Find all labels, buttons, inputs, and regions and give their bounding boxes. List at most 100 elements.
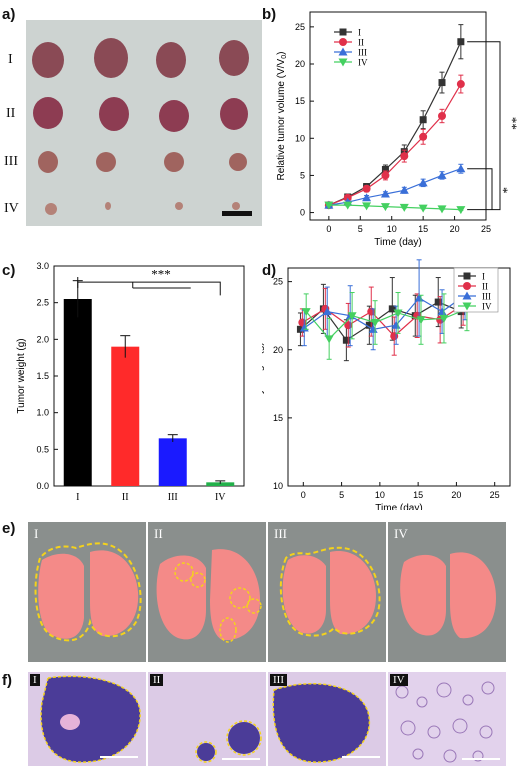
tumors-row-4 [45, 202, 240, 215]
significance-label: *** [151, 266, 171, 281]
legend-marker [338, 47, 348, 56]
scale-bar [100, 756, 138, 758]
tumor [156, 42, 186, 78]
data-point [399, 203, 409, 212]
x-tick-label: 5 [339, 490, 344, 500]
series-line [328, 204, 461, 211]
y-tick-label: 1.5 [36, 371, 49, 381]
bracket [467, 41, 501, 211]
data-point [347, 312, 357, 321]
lung-shape [450, 552, 496, 639]
legend-marker [462, 302, 472, 311]
nodule-outline [190, 572, 206, 588]
x-axis-label: Time (day) [375, 503, 422, 510]
panel-label-f: f) [2, 672, 12, 689]
y-axis-label-sub: 0 [281, 55, 288, 59]
data-point [362, 202, 372, 211]
legend-marker [463, 272, 471, 280]
data-point [380, 189, 390, 198]
bar [111, 346, 140, 486]
chart-tumor-volume: 0 5 10 15 20 25 0 5 10 15 20 25 Time (day) Relative t… [276, 11, 520, 248]
legend-marker [339, 38, 347, 46]
nodule-outline [229, 587, 251, 609]
lung-tile-2: II [148, 522, 266, 662]
lung-shape [282, 555, 326, 634]
y-tick-label: 20 [295, 59, 305, 69]
y-axis-label: Body weight (g) [262, 342, 265, 411]
histology-label-3: III [270, 674, 287, 686]
bracket [77, 277, 221, 296]
data-point [324, 201, 334, 210]
x-tick-label: 25 [490, 490, 500, 500]
data-point [400, 152, 409, 161]
lung-shape [156, 555, 206, 640]
tumor [164, 152, 184, 172]
y-tick-label: 1.0 [36, 408, 49, 418]
histology-image-4 [388, 672, 506, 766]
lung-shape [90, 550, 139, 637]
nodule [228, 722, 260, 754]
lung-shape [210, 549, 260, 641]
histology-image-1 [28, 672, 146, 766]
data-point [434, 298, 442, 306]
tumor-outline [279, 546, 381, 637]
histology-tile-4: IV [388, 672, 506, 766]
x-axis-label: Time (day) [374, 237, 421, 248]
data-point [324, 335, 334, 344]
data-point [418, 178, 428, 187]
data-point [393, 309, 403, 318]
row-label-2: II [6, 106, 16, 121]
x-tick-label: 20 [450, 224, 460, 234]
x-tick-label: 0 [301, 490, 306, 500]
x-tick-label: I [76, 492, 79, 503]
y-axis-label-close: ) [276, 52, 287, 55]
series-line [328, 83, 462, 206]
tumor [96, 152, 116, 172]
tumor-region [41, 676, 141, 763]
data-point [419, 116, 427, 124]
tumor-photo: I [26, 20, 262, 226]
series-III [299, 259, 470, 351]
y-tick-label: 15 [295, 96, 305, 106]
significance-label: ** [505, 117, 520, 130]
y-tick-label: 0 [300, 208, 305, 218]
lung-image-4 [400, 552, 496, 639]
tumors-row-1 [32, 38, 249, 78]
panel-label-c: c) [2, 262, 16, 279]
series-line [328, 41, 462, 206]
data-point [414, 293, 424, 302]
vessel [60, 714, 80, 730]
lung-image-1 [34, 542, 142, 642]
tumor [99, 97, 129, 131]
legend-frame [453, 267, 499, 313]
x-tick-label: 10 [387, 224, 397, 234]
data-point [381, 171, 390, 180]
data-point [362, 184, 371, 193]
legend-label: II [482, 282, 488, 292]
series-II [324, 74, 465, 210]
x-tick-label: 15 [413, 490, 423, 500]
data-point [438, 112, 446, 120]
y-axis-label: Relative tumor volume (V/V0) [276, 52, 288, 181]
data-point [381, 165, 389, 173]
histology-tile-1: I [28, 672, 146, 766]
tumor [159, 100, 189, 132]
scale-bar [462, 758, 500, 760]
data-point [439, 314, 449, 323]
panel-label-b: b) [262, 6, 277, 23]
tumor-outline [40, 675, 141, 763]
tumor [94, 38, 128, 78]
tumor [220, 98, 248, 130]
x-tick-label: 10 [375, 490, 385, 500]
data-point [416, 316, 426, 325]
data-point [438, 79, 446, 87]
panel-label-d: d) [262, 262, 277, 279]
data-point [419, 132, 428, 141]
histology-tile-3: III [268, 672, 386, 766]
y-tick-label: 10 [295, 133, 305, 143]
data-point [399, 185, 409, 194]
histology-label-2: II [150, 674, 164, 686]
data-point [365, 321, 373, 329]
lung-shape [38, 553, 84, 639]
x-tick-label: III [168, 492, 178, 503]
